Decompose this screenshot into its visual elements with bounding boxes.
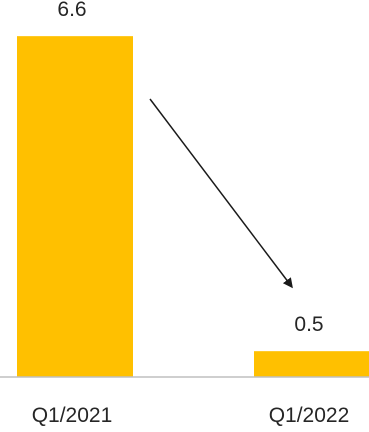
data-label-q1-2021: 6.6: [57, 0, 86, 21]
data-label-q1-2022: 0.5: [294, 313, 323, 336]
x-tick-label-q1-2022: Q1/2022: [269, 404, 350, 427]
trend-arrow: [149, 98, 293, 289]
bar-q1-2021: [17, 36, 133, 377]
bar-q1-2022: [254, 351, 369, 377]
x-tick-label-q1-2021: Q1/2021: [32, 404, 113, 427]
